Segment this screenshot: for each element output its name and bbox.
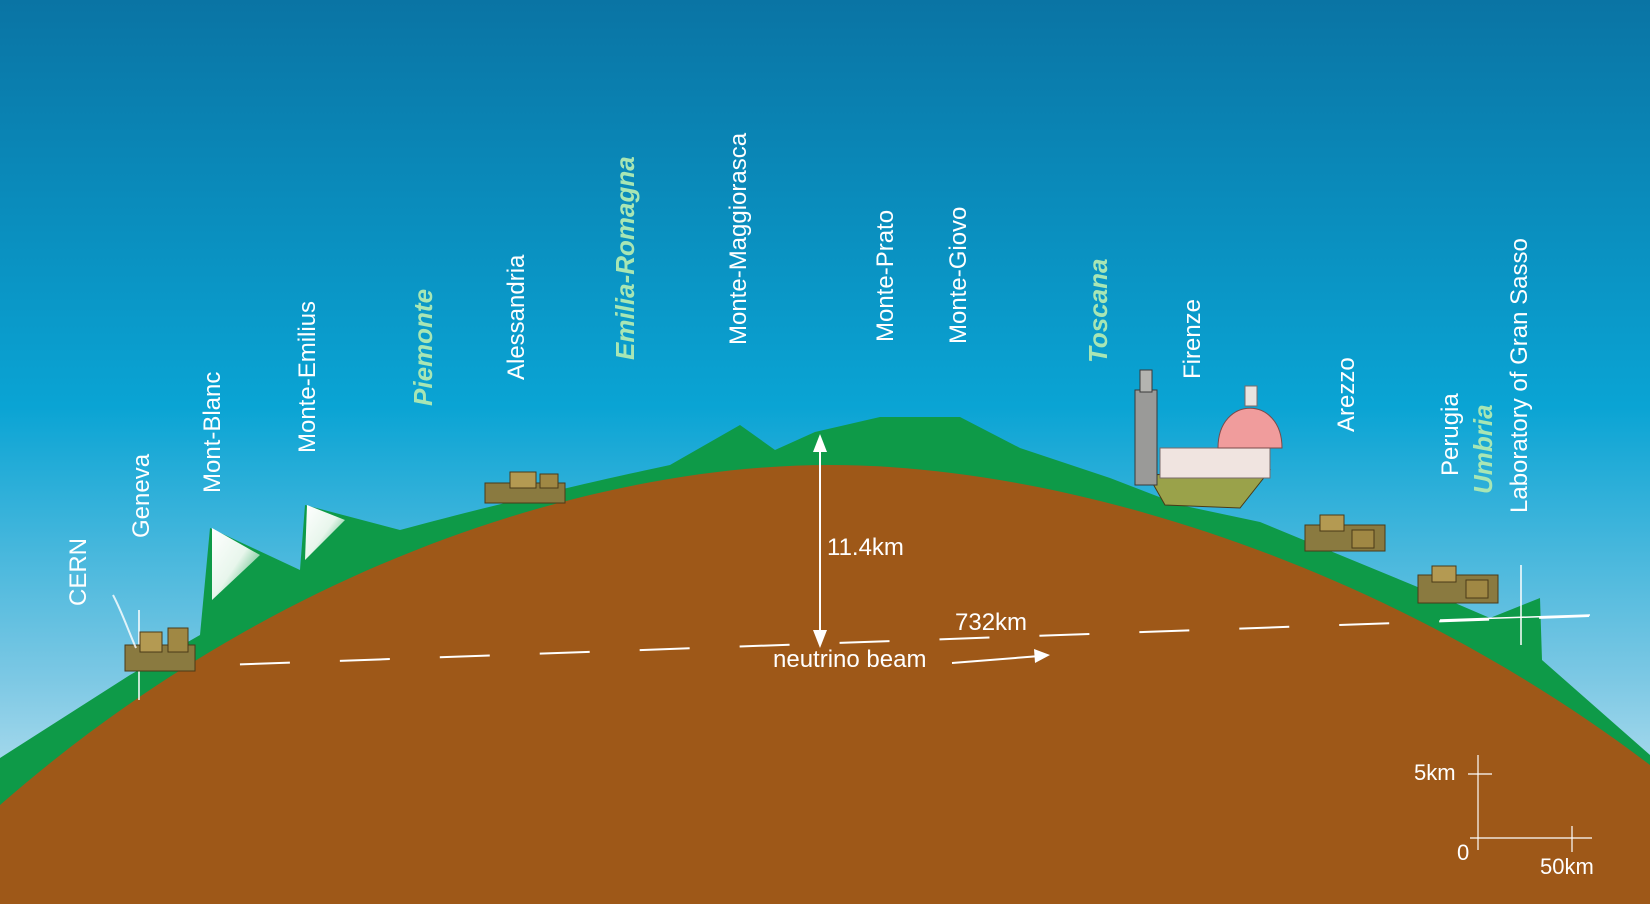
depth-arrow	[813, 434, 827, 648]
label-monte-maggiorasca: Monte-Maggiorasca	[725, 132, 752, 345]
village-geneva-icon	[112, 594, 196, 672]
earth-crust	[0, 465, 1650, 904]
monte-emilius-peak	[305, 505, 345, 560]
scale-horizontal-label: 50km	[1540, 854, 1594, 879]
label-monte-emilius: Monte-Emilius	[294, 301, 321, 453]
scale-bar	[1468, 755, 1592, 852]
mont-blanc-peak	[212, 528, 260, 600]
label-monte-prato: Monte-Prato	[872, 210, 899, 342]
beam-direction-arrow	[951, 649, 1050, 664]
label-piemonte: Piemonte	[408, 289, 438, 406]
distance-label: 732km	[955, 609, 1027, 636]
neutrino-beam-line	[139, 615, 1591, 669]
depth-label: 11.4km	[827, 534, 904, 561]
label-firenze: Firenze	[1179, 299, 1206, 379]
gransasso-marker-horizontal	[1439, 614, 1591, 621]
village-perugia-icon	[1417, 565, 1499, 604]
village-arezzo-icon	[1304, 514, 1386, 552]
label-mont-blanc: Mont-Blanc	[199, 372, 226, 493]
label-toscana: Toscana	[1083, 258, 1113, 363]
label-monte-giovo: Monte-Giovo	[945, 207, 972, 344]
label-cern: CERN	[65, 538, 92, 606]
label-umbria: Umbria	[1468, 404, 1498, 494]
beam-label: neutrino beam	[773, 646, 926, 673]
label-arezzo: Arezzo	[1333, 357, 1360, 432]
label-laboratory-gran-sasso: Laboratory of Gran Sasso	[1506, 238, 1533, 513]
scale-vertical-label: 5km	[1414, 760, 1456, 785]
label-perugia: Perugia	[1437, 393, 1464, 476]
scale-origin-label: 0	[1457, 840, 1469, 865]
label-geneva: Geneva	[128, 453, 155, 538]
label-emilia-romagna: Emilia-Romagna	[610, 156, 640, 360]
label-alessandria: Alessandria	[503, 254, 530, 380]
village-alessandria-icon	[484, 471, 566, 504]
florence-cathedral-icon	[1134, 369, 1283, 509]
